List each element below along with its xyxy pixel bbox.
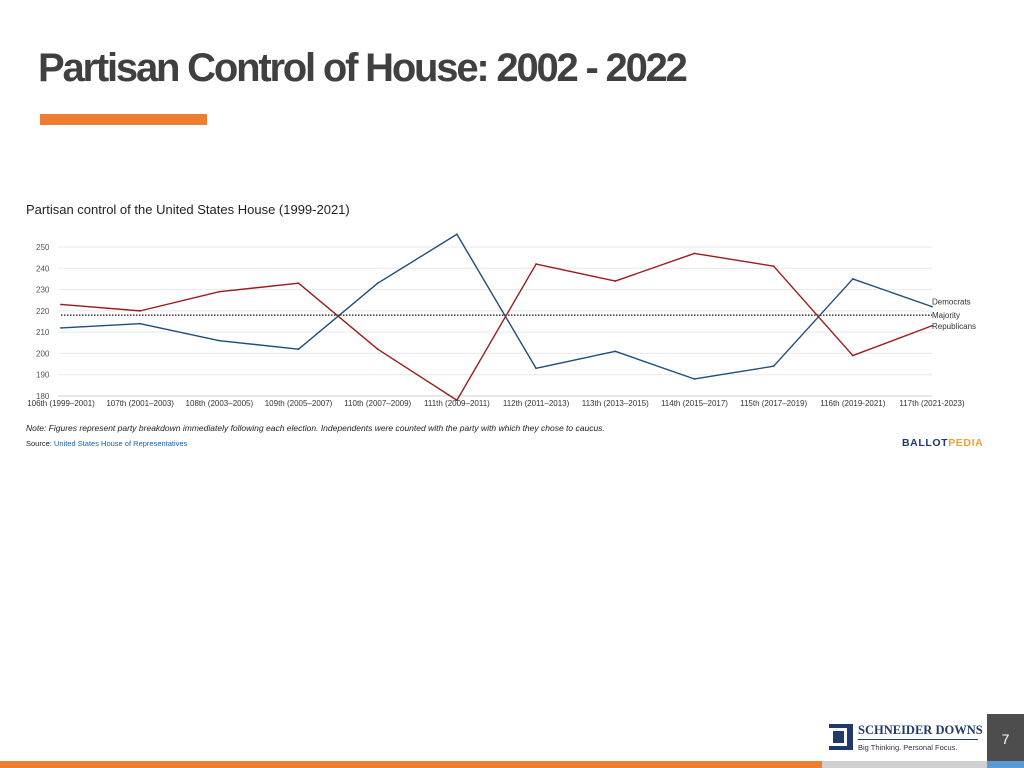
data-point-democrats — [376, 282, 379, 285]
x-tick-label: 107th (2001–2003) — [106, 399, 174, 408]
chart-gridlines — [58, 246, 932, 397]
data-point-republicans — [297, 282, 300, 285]
data-point-democrats — [297, 348, 300, 351]
x-tick-label: 108th (2003–2005) — [186, 399, 254, 408]
legend-republicans: Republicans — [932, 322, 976, 331]
x-tick-label: 111th (2009–2011) — [424, 399, 490, 408]
data-point-republicans — [218, 290, 221, 293]
chart-title: Partisan control of the United States Ho… — [26, 202, 350, 217]
data-point-republicans — [772, 265, 775, 268]
source-link[interactable]: United States House of Representatives — [53, 439, 188, 448]
company-logo-divider — [858, 739, 978, 740]
data-point-democrats — [931, 305, 933, 308]
x-axis-ticks: 106th (1999–2001) 107th (2001–2003) 108th … — [27, 399, 965, 408]
x-tick-label: 110th (2007–2009) — [344, 399, 411, 408]
y-tick-label: 190 — [36, 371, 50, 380]
x-tick-label: 109th (2005–2007) — [265, 399, 333, 408]
legend-democrats: Democrats — [932, 298, 971, 307]
data-point-democrats — [139, 322, 142, 325]
data-point-democrats — [456, 233, 458, 236]
title-accent-bar — [40, 114, 207, 125]
footer-bar-blue — [987, 761, 1024, 768]
chart-legend: Democrats Majority Republicans — [932, 298, 976, 331]
chart-note: Note: Figures represent party breakdown … — [26, 423, 605, 433]
x-tick-label: 116th (2019-2021) — [820, 399, 886, 408]
series-line-republicans — [60, 252, 933, 401]
legend-majority: Majority — [932, 311, 960, 320]
y-tick-label: 230 — [36, 286, 50, 295]
data-point-democrats — [614, 350, 617, 353]
data-point-democrats — [218, 339, 221, 342]
data-point-republicans — [614, 280, 617, 282]
company-logo-mark-icon — [829, 724, 853, 750]
y-tick-label: 200 — [36, 349, 50, 358]
company-name: SCHNEIDER DOWNS — [858, 723, 983, 737]
page-number-box: 7 — [987, 714, 1024, 761]
page-number: 7 — [1001, 731, 1010, 747]
y-tick-label: 220 — [36, 307, 50, 316]
brand-part-1: BALLOT — [902, 437, 949, 449]
data-point-republicans — [456, 399, 458, 402]
data-point-democrats — [772, 365, 775, 368]
data-point-republicans — [376, 348, 379, 351]
series-line-democrats — [60, 233, 933, 380]
x-tick-label: 117th (2021-2023) — [899, 399, 965, 408]
slide-title: Partisan Control of House: 2002 - 2022 — [38, 46, 688, 90]
y-axis-ticks: 180 190 200 210 220 230 240 250 — [36, 243, 50, 401]
footer-bar-orange — [0, 761, 822, 768]
company-logo: SCHNEIDER DOWNS Big Thinking. Personal F… — [829, 722, 983, 756]
line-chart: 180 190 200 210 220 230 240 250 106th (1999–200… — [27, 233, 976, 408]
footer-bar — [0, 761, 1024, 768]
data-point-democrats — [693, 378, 696, 380]
x-tick-label: 113th (2013–2015) — [582, 399, 649, 408]
chart-series — [60, 233, 933, 402]
y-tick-label: 180 — [36, 392, 50, 401]
data-point-republicans — [535, 263, 537, 265]
data-point-democrats — [535, 367, 537, 370]
data-point-republicans — [60, 303, 62, 306]
y-tick-label: 250 — [36, 243, 50, 252]
data-point-republicans — [851, 354, 854, 357]
footer-bar-gray — [822, 761, 987, 768]
y-tick-label: 240 — [36, 264, 50, 273]
x-tick-label: 112th (2011–2013) — [503, 399, 570, 408]
x-tick-label: 115th (2017–2019) — [740, 399, 807, 408]
source-label: Source: — [26, 439, 54, 448]
y-tick-label: 210 — [36, 328, 50, 337]
x-tick-label: 114th (2015–2017) — [661, 399, 728, 408]
ballotpedia-logo[interactable]: BALLOTPEDIA — [902, 437, 983, 449]
chart-source: Source: United States House of Represent… — [26, 439, 187, 448]
data-point-republicans — [693, 252, 696, 255]
data-point-republicans — [139, 309, 142, 312]
brand-part-2: PEDIA — [948, 437, 984, 449]
data-point-democrats — [60, 326, 62, 329]
data-point-democrats — [851, 278, 854, 280]
data-point-republicans — [931, 324, 933, 327]
company-tagline: Big Thinking. Personal Focus. — [858, 743, 958, 752]
x-tick-label: 106th (1999–2001) — [27, 399, 95, 408]
